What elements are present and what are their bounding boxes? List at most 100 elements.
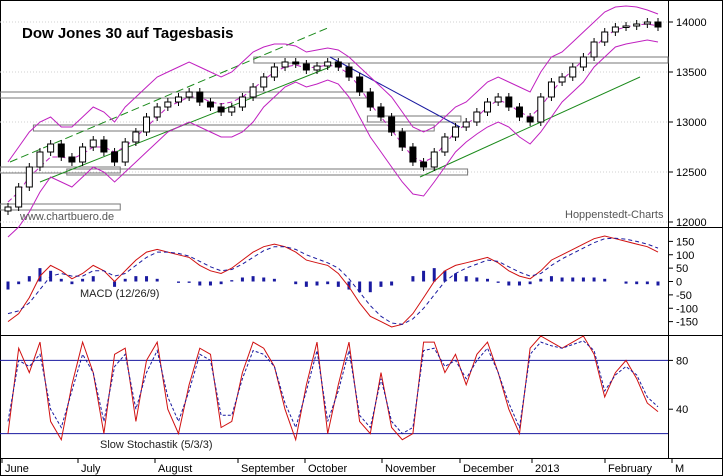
- watermark-left: www.chartbuero.de: [19, 211, 114, 223]
- candle-body: [143, 116, 151, 133]
- x-tick-label: October: [308, 463, 347, 475]
- candle-body: [366, 91, 374, 108]
- price-tick-label: 14000: [676, 17, 707, 29]
- candle-body: [452, 126, 460, 138]
- candle-body: [132, 131, 140, 143]
- candle-body: [633, 23, 641, 27]
- candle-body: [356, 76, 364, 93]
- candle-body: [484, 101, 492, 113]
- support-resistance-boxes: [0, 56, 669, 211]
- candle-body: [302, 63, 310, 71]
- bollinger-upper-line: [7, 5, 659, 163]
- macd-tick-label: 50: [676, 263, 688, 275]
- stochastic-label: Slow Stochastik (5/3/3): [100, 439, 213, 451]
- candle-body: [526, 116, 534, 123]
- candle-body: [601, 31, 609, 43]
- price-tick-label: 13000: [676, 117, 707, 129]
- candle-body: [398, 131, 406, 148]
- candle-body: [111, 151, 119, 163]
- candle-body: [25, 166, 33, 188]
- candle-body: [79, 146, 87, 163]
- macd-line: [7, 235, 659, 328]
- price-y-axis: 12000 12500 13000 13500 14000: [668, 17, 707, 229]
- macd-tick-label: -100: [676, 303, 698, 315]
- upper-trend-line: [9, 26, 331, 163]
- candle-body: [345, 66, 353, 78]
- price-box: [253, 56, 669, 64]
- candle-body: [462, 121, 470, 128]
- candle-body: [228, 106, 236, 113]
- x-axis: June July August September October November De…: [1, 458, 684, 475]
- macd-lines: [7, 235, 659, 328]
- candle-body: [654, 21, 662, 28]
- candle-body: [334, 61, 342, 68]
- price-box: [0, 203, 121, 211]
- x-tick-label: November: [385, 463, 436, 475]
- stochastic-levels: [0, 359, 668, 435]
- price-box: [66, 168, 469, 176]
- candle-body: [292, 61, 300, 65]
- candle-body: [569, 66, 577, 78]
- trend-lines: [9, 26, 641, 183]
- candle-body: [121, 141, 129, 163]
- candle-body: [430, 151, 438, 168]
- price-box: [366, 115, 462, 123]
- x-tick-label: August: [158, 463, 192, 475]
- candle-body: [15, 186, 23, 208]
- candle-body: [185, 91, 193, 98]
- macd-tick-label: 0: [676, 277, 682, 289]
- candle-body: [611, 26, 619, 33]
- candle-body: [590, 41, 598, 58]
- candle-body: [217, 106, 225, 113]
- price-box: [0, 166, 121, 174]
- candle-body: [164, 101, 172, 108]
- macd-tick-label: 100: [676, 250, 694, 262]
- stochastic-d-line: [7, 340, 659, 435]
- candle-body: [89, 139, 97, 148]
- stochastic-y-axis: 80 40: [668, 355, 688, 416]
- macd-histogram: [6, 268, 660, 293]
- stochastic-k-line: [7, 335, 659, 442]
- x-tick-label: September: [241, 463, 295, 475]
- candle-body: [537, 96, 545, 123]
- x-tick-label: February: [608, 463, 653, 475]
- price-box: [0, 91, 368, 99]
- candle-body: [420, 161, 428, 168]
- price-box: [32, 124, 435, 132]
- candle-body: [36, 151, 44, 168]
- candle-body: [494, 96, 502, 103]
- candle-body: [409, 146, 417, 163]
- candle-body: [4, 206, 12, 212]
- lower-trend-line: [39, 66, 331, 183]
- candle-body: [153, 106, 161, 118]
- recovery-trend-line: [419, 76, 641, 178]
- candle-body: [324, 61, 332, 67]
- stochastic-tick-label: 40: [676, 404, 688, 416]
- candle-body: [249, 86, 257, 98]
- x-tick-label: M: [675, 463, 684, 475]
- candle-body: [174, 96, 182, 103]
- candle-body: [473, 111, 481, 123]
- x-tick-label: June: [5, 463, 29, 475]
- candle-body: [47, 143, 55, 153]
- price-tick-label: 13500: [676, 67, 707, 79]
- candle-body: [505, 96, 513, 108]
- candle-body: [377, 106, 385, 118]
- price-tick-label: 12000: [676, 217, 707, 229]
- stochastic-lines: [7, 335, 659, 442]
- candle-body: [281, 61, 289, 68]
- candle-body: [57, 143, 65, 158]
- price-tick-label: 12500: [676, 167, 707, 179]
- candle-body: [270, 66, 278, 78]
- candle-body: [579, 56, 587, 68]
- stochastic-tick-label: 80: [676, 355, 688, 367]
- macd-label: MACD (12/26/9): [80, 288, 159, 300]
- x-tick-label: July: [81, 463, 101, 475]
- candle-body: [622, 25, 630, 28]
- candle-body: [100, 139, 108, 153]
- price-chart-title: Dow Jones 30 auf Tagesbasis: [22, 25, 233, 42]
- macd-tick-label: 150: [676, 236, 694, 248]
- candle-body: [558, 76, 566, 83]
